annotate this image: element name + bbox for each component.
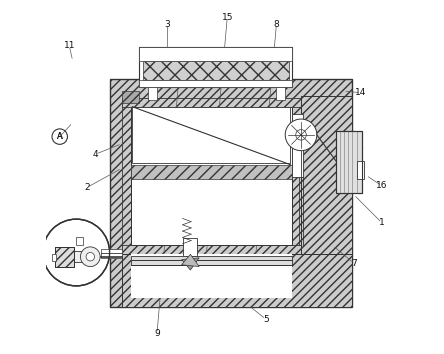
Bar (110, 79, 352, 307)
Circle shape (80, 247, 100, 267)
Circle shape (285, 119, 317, 151)
Bar (131, 256, 292, 265)
Circle shape (43, 219, 110, 286)
Text: 16: 16 (376, 181, 388, 190)
Bar (122, 245, 301, 254)
Text: 8: 8 (274, 20, 279, 29)
Bar (292, 114, 303, 177)
Bar (122, 91, 139, 103)
Bar (183, 239, 198, 256)
Text: 2: 2 (84, 183, 90, 192)
Bar (148, 87, 157, 100)
Bar (143, 61, 289, 80)
Polygon shape (132, 107, 290, 163)
Text: A: A (57, 132, 62, 141)
Polygon shape (182, 254, 199, 267)
Circle shape (296, 130, 306, 140)
Bar (52, 254, 56, 261)
Text: 6: 6 (358, 143, 364, 152)
Bar (139, 80, 292, 87)
Bar (76, 237, 83, 245)
Bar (122, 98, 301, 107)
Bar (131, 254, 292, 298)
Text: 7: 7 (351, 258, 357, 268)
Bar (101, 249, 122, 258)
Text: 4: 4 (93, 150, 99, 159)
Text: 9: 9 (154, 329, 160, 338)
Text: 5: 5 (263, 315, 269, 324)
Bar (357, 161, 364, 179)
Bar (301, 96, 352, 254)
Text: 15: 15 (222, 13, 233, 22)
Text: A: A (57, 132, 63, 141)
Polygon shape (182, 258, 199, 270)
Bar (55, 247, 75, 267)
Bar (122, 254, 352, 307)
Bar (139, 47, 292, 87)
Bar (131, 107, 292, 245)
Bar (336, 131, 362, 193)
Text: 1: 1 (379, 218, 385, 227)
Bar (122, 100, 317, 254)
Bar (277, 87, 285, 100)
Bar (336, 131, 362, 193)
Circle shape (86, 252, 95, 261)
Bar (55, 247, 75, 267)
Bar (122, 100, 131, 254)
Bar (131, 165, 292, 179)
Text: 14: 14 (355, 88, 366, 97)
Text: 3: 3 (165, 20, 170, 29)
Bar (292, 100, 301, 254)
Bar (75, 251, 94, 262)
Text: 11: 11 (63, 41, 75, 50)
Bar (139, 47, 292, 61)
